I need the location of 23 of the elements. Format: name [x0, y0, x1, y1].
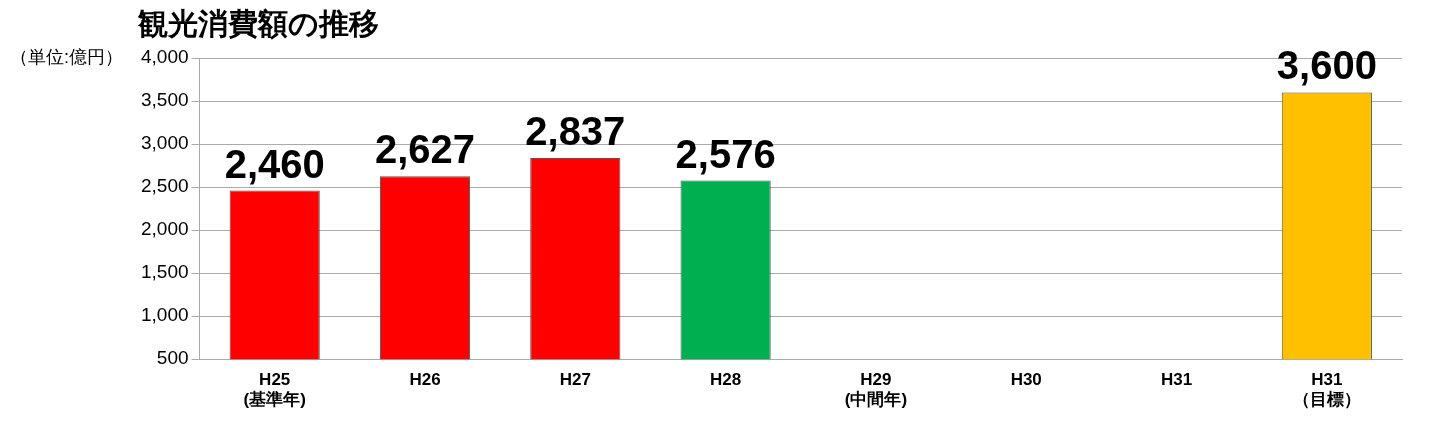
y-tick-label: 500 [156, 347, 189, 369]
data-label: 2,576 [675, 131, 776, 176]
y-tick-label: 2,000 [141, 218, 189, 240]
x-tick-label: H26 [409, 370, 441, 390]
y-tick-label: 3,000 [141, 132, 189, 154]
x-tick-label: H31 （目標） [1292, 370, 1361, 410]
y-axis-title: （単位:億円） [10, 46, 124, 67]
y-tick-label: 2,500 [141, 175, 189, 197]
y-tick-label: 1,000 [141, 304, 189, 326]
data-label: 2,460 [224, 141, 325, 186]
y-tick-label: 4,000 [141, 46, 189, 68]
x-tick-label: H28 [710, 370, 742, 390]
chart-title: 観光消費額の推移 [137, 7, 379, 41]
data-label: 3,600 [1276, 43, 1377, 88]
data-label: 2,627 [374, 127, 476, 172]
x-tick-label: H30 [1010, 370, 1042, 390]
y-tick-label: 1,500 [141, 261, 189, 283]
y-tick-label: 3,500 [141, 89, 189, 111]
data-label: 2,837 [525, 109, 626, 154]
x-tick-label: H25 (基準年) [243, 370, 306, 410]
x-tick-label: H31 [1160, 370, 1193, 390]
x-tick-label: H29 (中間年) [844, 370, 908, 410]
x-tick-label: H27 [559, 370, 591, 390]
